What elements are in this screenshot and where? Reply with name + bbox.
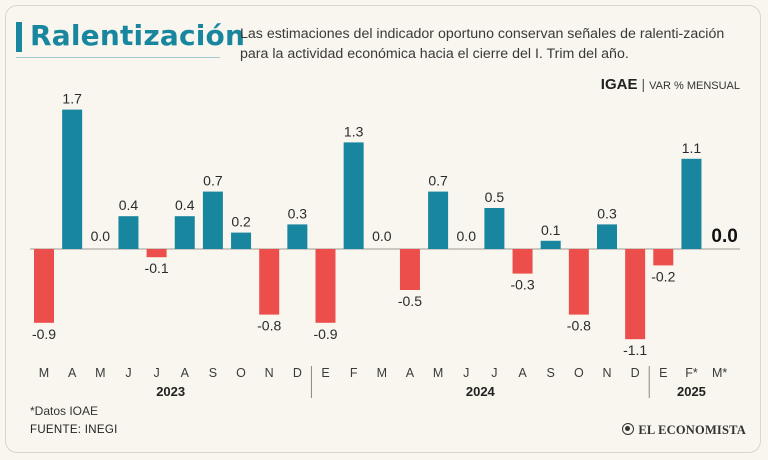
indicator-separator: | [641,76,646,92]
brand-mark-icon [622,423,635,435]
x-tick-label-16: J [491,366,497,380]
bar-9 [287,224,308,249]
indicator-name: IGAE [600,76,638,93]
x-tick-label-7: O [236,366,246,380]
x-tick-label-15: J [463,366,469,380]
data-label-18: 0.1 [541,222,561,238]
data-label-20: 0.3 [597,205,617,221]
data-label-2: 0.0 [91,228,111,244]
x-tick-label-21: D [631,366,640,380]
year-label-2025: 2025 [677,384,706,399]
footnote: *Datos IOAE [30,404,99,418]
bar-18 [540,240,561,249]
x-tick-label-22: E [659,366,667,380]
bar-23 [681,158,702,249]
x-tick-label-2: M [95,366,105,380]
x-tick-label-24: M* [712,366,727,380]
bar-14 [428,191,449,249]
x-tick-label-11: F [350,366,358,380]
data-label-6: 0.7 [203,173,223,189]
bar-6 [202,191,223,249]
x-tick-label-18: S [547,366,555,380]
bar-1 [62,109,83,249]
chart-subtitle: Las estimaciones del indicador oportuno … [240,26,725,62]
title-accent-bar [16,22,22,52]
bar-13 [399,249,420,290]
indicator-label: IGAE | VAR % MENSUAL [601,76,740,93]
x-tick-label-17: A [518,366,527,380]
chart-title: Ralentización [30,19,246,52]
data-label-24: 0.0 [711,226,737,247]
data-label-0: -0.9 [32,326,56,342]
bar-19 [568,249,589,315]
year-label-2024: 2024 [466,384,496,399]
data-label-23: 1.1 [682,140,702,156]
x-tick-label-0: M [39,366,49,380]
data-label-4: -0.1 [145,260,169,276]
data-label-21: -1.1 [623,342,647,358]
indicator-unit: VAR % MENSUAL [649,80,740,92]
bar-0 [34,249,54,323]
data-label-11: 1.3 [344,123,364,139]
bar-20 [597,224,617,249]
data-label-16: 0.5 [485,189,505,205]
bar-3 [118,216,139,249]
x-tick-label-19: O [574,366,584,380]
brand-logo: EL ECONOMISTA [622,423,746,438]
data-label-15: 0.0 [457,228,477,244]
data-label-13: -0.5 [398,293,422,309]
bar-7 [231,232,252,249]
x-tick-label-14: M [433,366,443,380]
x-tick-label-23: F* [685,366,698,380]
data-label-10: -0.9 [313,326,337,342]
title-divider [16,57,220,58]
bar-11 [343,142,364,249]
x-tick-label-9: D [293,366,302,380]
bar-16 [484,208,505,249]
x-tick-label-8: N [265,366,274,380]
x-tick-label-3: J [125,366,131,380]
bar-8 [259,249,280,315]
x-tick-label-4: J [153,366,159,380]
bar-22 [653,249,674,266]
bar-17 [512,249,533,274]
data-label-22: -0.2 [651,268,675,284]
bar-10 [315,249,336,323]
data-label-7: 0.2 [231,214,251,230]
x-tick-label-13: A [406,366,415,380]
x-tick-label-5: A [181,366,190,380]
data-label-5: 0.4 [175,197,195,213]
data-label-14: 0.7 [428,173,448,189]
year-label-2023: 2023 [156,384,185,399]
source-note: FUENTE: INEGI [30,424,118,436]
x-tick-label-1: A [68,366,77,380]
data-label-12: 0.0 [372,228,392,244]
data-label-9: 0.3 [288,205,308,221]
bar-4 [146,249,167,258]
x-tick-label-6: S [209,366,217,380]
brand-name: EL ECONOMISTA [638,423,746,437]
bar-5 [174,216,195,249]
data-label-1: 1.7 [62,91,82,107]
data-label-19: -0.8 [567,318,591,334]
x-tick-label-20: N [602,366,611,380]
data-label-17: -0.3 [510,277,534,293]
x-tick-label-12: M [377,366,387,380]
x-tick-label-10: E [321,366,329,380]
data-label-8: -0.8 [257,318,281,334]
data-label-3: 0.4 [119,197,139,213]
bar-21 [625,249,646,340]
